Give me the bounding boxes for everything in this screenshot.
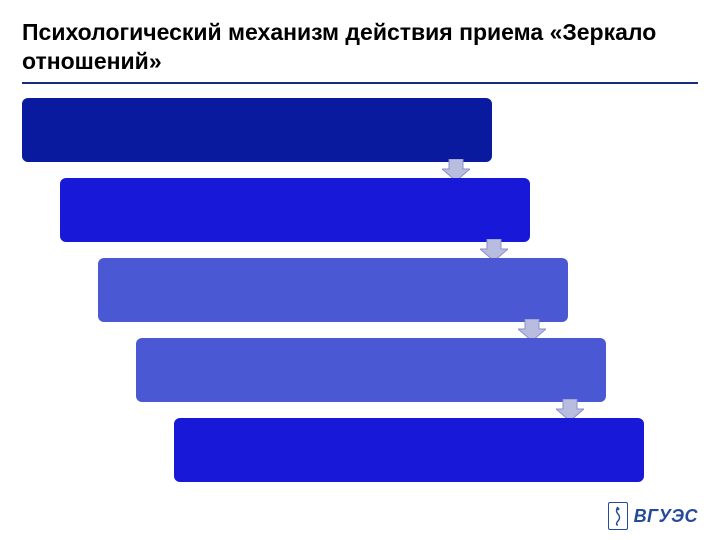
flow-block [174,418,644,482]
flow-block [22,98,492,162]
page-title: Психологический механизм действия приема… [22,18,698,76]
flow-block [136,338,606,402]
flow-block [98,258,568,322]
logo-text: ВГУЭС [634,506,698,527]
logo-badge-icon [608,502,628,530]
title-underline [22,82,698,84]
flowchart [22,98,698,498]
footer-logo: ВГУЭС [608,502,698,530]
flow-block [60,178,530,242]
